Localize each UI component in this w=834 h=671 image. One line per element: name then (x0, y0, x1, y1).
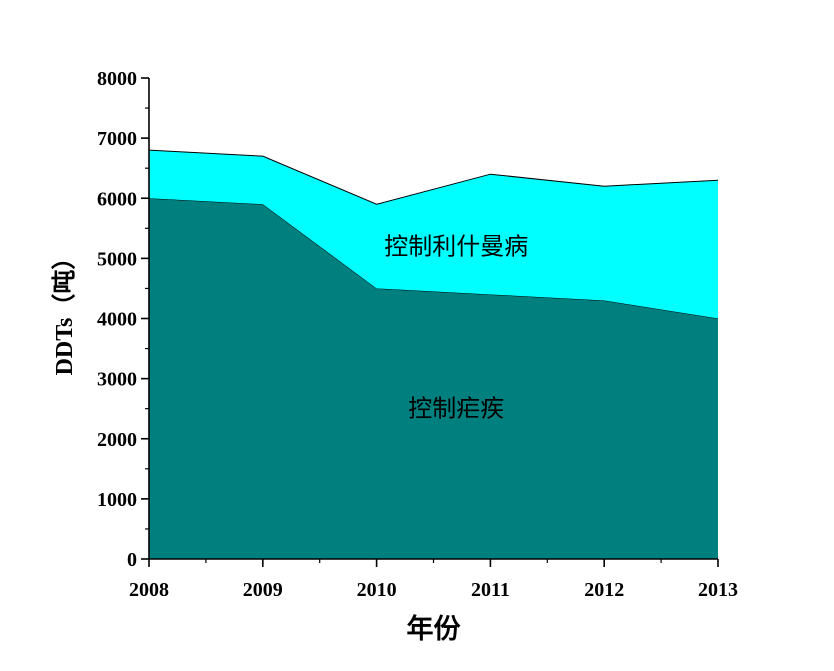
area-series-1 (149, 150, 718, 319)
area-layer (148, 149, 719, 559)
y-axis-title: DDTs（吨） (51, 246, 78, 376)
y-tick-label-6: 6000 (97, 188, 137, 210)
y-tick-label-7: 7000 (97, 128, 137, 150)
x-tick-label-0: 2008 (129, 579, 169, 601)
axes: 0 1000 2000 3000 4000 5000 6000 7000 8000 2008 200… (97, 68, 738, 601)
series-label-0: 控制疟疾 (408, 395, 504, 423)
labels: 控制疟疾 控制利什曼病 (384, 232, 528, 422)
area-series-0 (149, 198, 718, 559)
y-tick-label-0: 0 (127, 549, 137, 571)
series-line-1 (148, 149, 719, 205)
y-tick-label-2: 2000 (97, 429, 137, 451)
x-tick-label-3: 2011 (471, 579, 510, 601)
y-tick-label-4: 4000 (97, 309, 137, 331)
x-tick-label-1: 2009 (243, 579, 283, 601)
y-tick-label-1: 1000 (97, 489, 137, 511)
series-label-1: 控制利什曼病 (384, 232, 528, 260)
x-tick-label-4: 2012 (584, 579, 624, 601)
y-tick-label-5: 5000 (97, 248, 137, 270)
y-tick-label-8: 8000 (97, 68, 137, 90)
y-tick-label-3: 3000 (97, 369, 137, 391)
x-tick-label-5: 2013 (698, 579, 738, 601)
x-axis-title: 年份 (407, 613, 461, 645)
x-tick-label-2: 2010 (357, 579, 397, 601)
